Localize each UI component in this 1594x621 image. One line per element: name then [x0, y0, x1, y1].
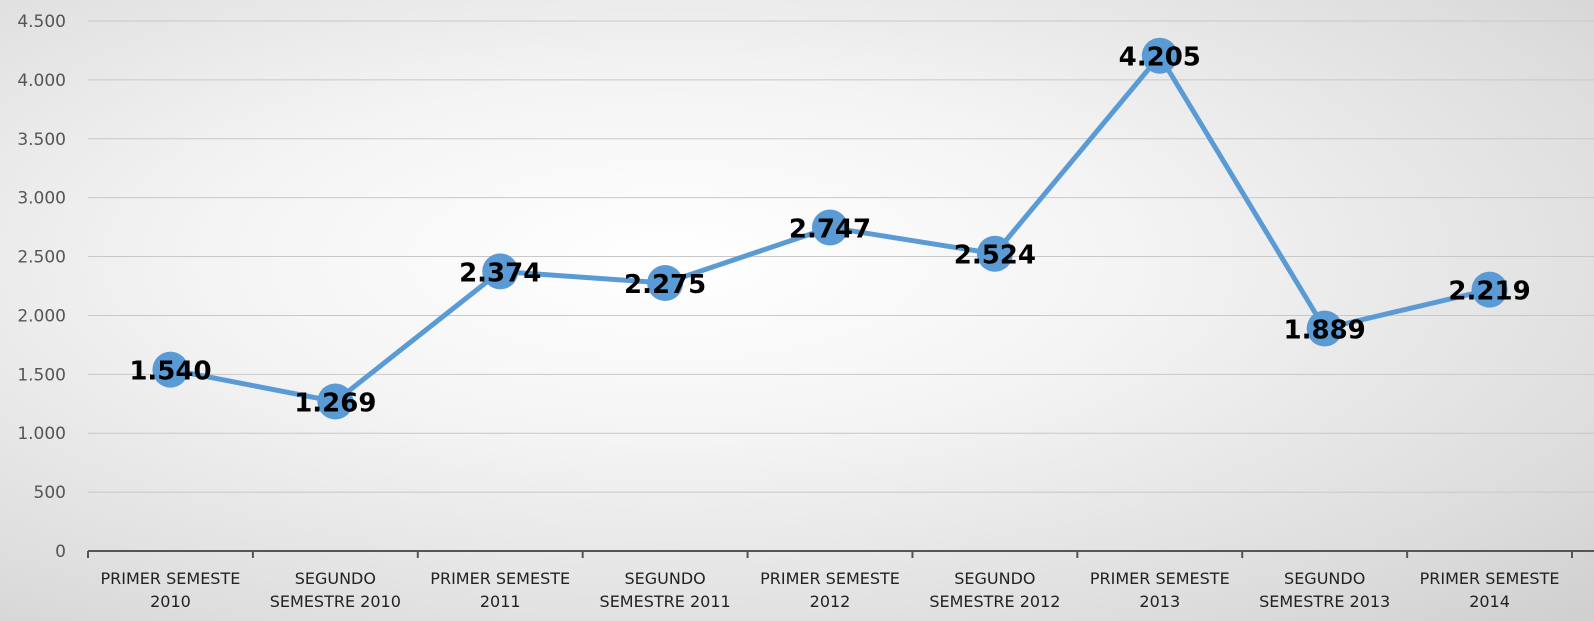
y-tick-label: 1.000 [17, 424, 66, 444]
data-label: 2.374 [459, 258, 541, 288]
x-category-label: SEGUNDO SEMESTRE 2011 [600, 569, 731, 611]
x-category-label: PRIMER SEMESTE 2014 [1420, 569, 1560, 611]
y-axis-tick-labels: 0 500 1.000 1.500 2.000 2.500 3.000 3.500 4.000 4… [17, 12, 66, 562]
y-tick-label: 0 [55, 542, 66, 562]
data-point [1141, 37, 1178, 74]
x-category-label: PRIMER SEMESTE 2012 [760, 569, 900, 611]
x-category-label: PRIMER SEMESTE 2011 [430, 569, 570, 611]
x-axis-category-labels: PRIMER SEMESTE 2010 SEGUNDO SEMESTRE 2010 PR… [101, 569, 1560, 611]
data-label: 2.524 [954, 241, 1036, 271]
x-axis [87, 550, 1594, 558]
data-label: 2.747 [789, 214, 871, 244]
data-point [976, 235, 1013, 272]
data-point [812, 209, 848, 246]
data-label: 2.275 [624, 270, 706, 300]
data-point [152, 351, 189, 388]
data-label: 1.889 [1284, 316, 1366, 346]
data-label: 1.269 [294, 389, 376, 419]
data-points [152, 37, 1508, 420]
y-tick-label: 2.500 [17, 248, 66, 268]
data-labels: 1.540 1.269 2.374 2.275 2.747 2.524 4.205 1.889… [129, 43, 1530, 419]
data-label: 2.219 [1448, 277, 1530, 307]
x-category-label: SEGUNDO SEMESTRE 2010 [270, 569, 401, 611]
data-point [1306, 310, 1343, 347]
data-point [1471, 271, 1508, 308]
x-category-label: SEGUNDO SEMESTRE 2012 [929, 569, 1060, 611]
data-label: 4.205 [1119, 43, 1201, 73]
x-category-label: SEGUNDO SEMESTRE 2013 [1259, 569, 1390, 611]
grid-lines [88, 20, 1594, 493]
y-tick-label: 2.000 [17, 306, 66, 326]
data-point [317, 383, 354, 420]
y-tick-label: 3.000 [17, 189, 66, 209]
data-point [482, 253, 519, 290]
x-category-label: PRIMER SEMESTE 2010 [101, 569, 241, 611]
x-category-label: PRIMER SEMESTE 2013 [1090, 569, 1230, 611]
y-tick-label: 1.500 [17, 365, 66, 385]
y-tick-label: 3.500 [17, 130, 66, 150]
y-tick-label: 4.500 [17, 12, 66, 32]
y-tick-label: 4.000 [17, 71, 66, 91]
data-label: 1.540 [129, 357, 211, 387]
y-tick-label: 500 [34, 483, 66, 503]
data-point [647, 265, 684, 302]
